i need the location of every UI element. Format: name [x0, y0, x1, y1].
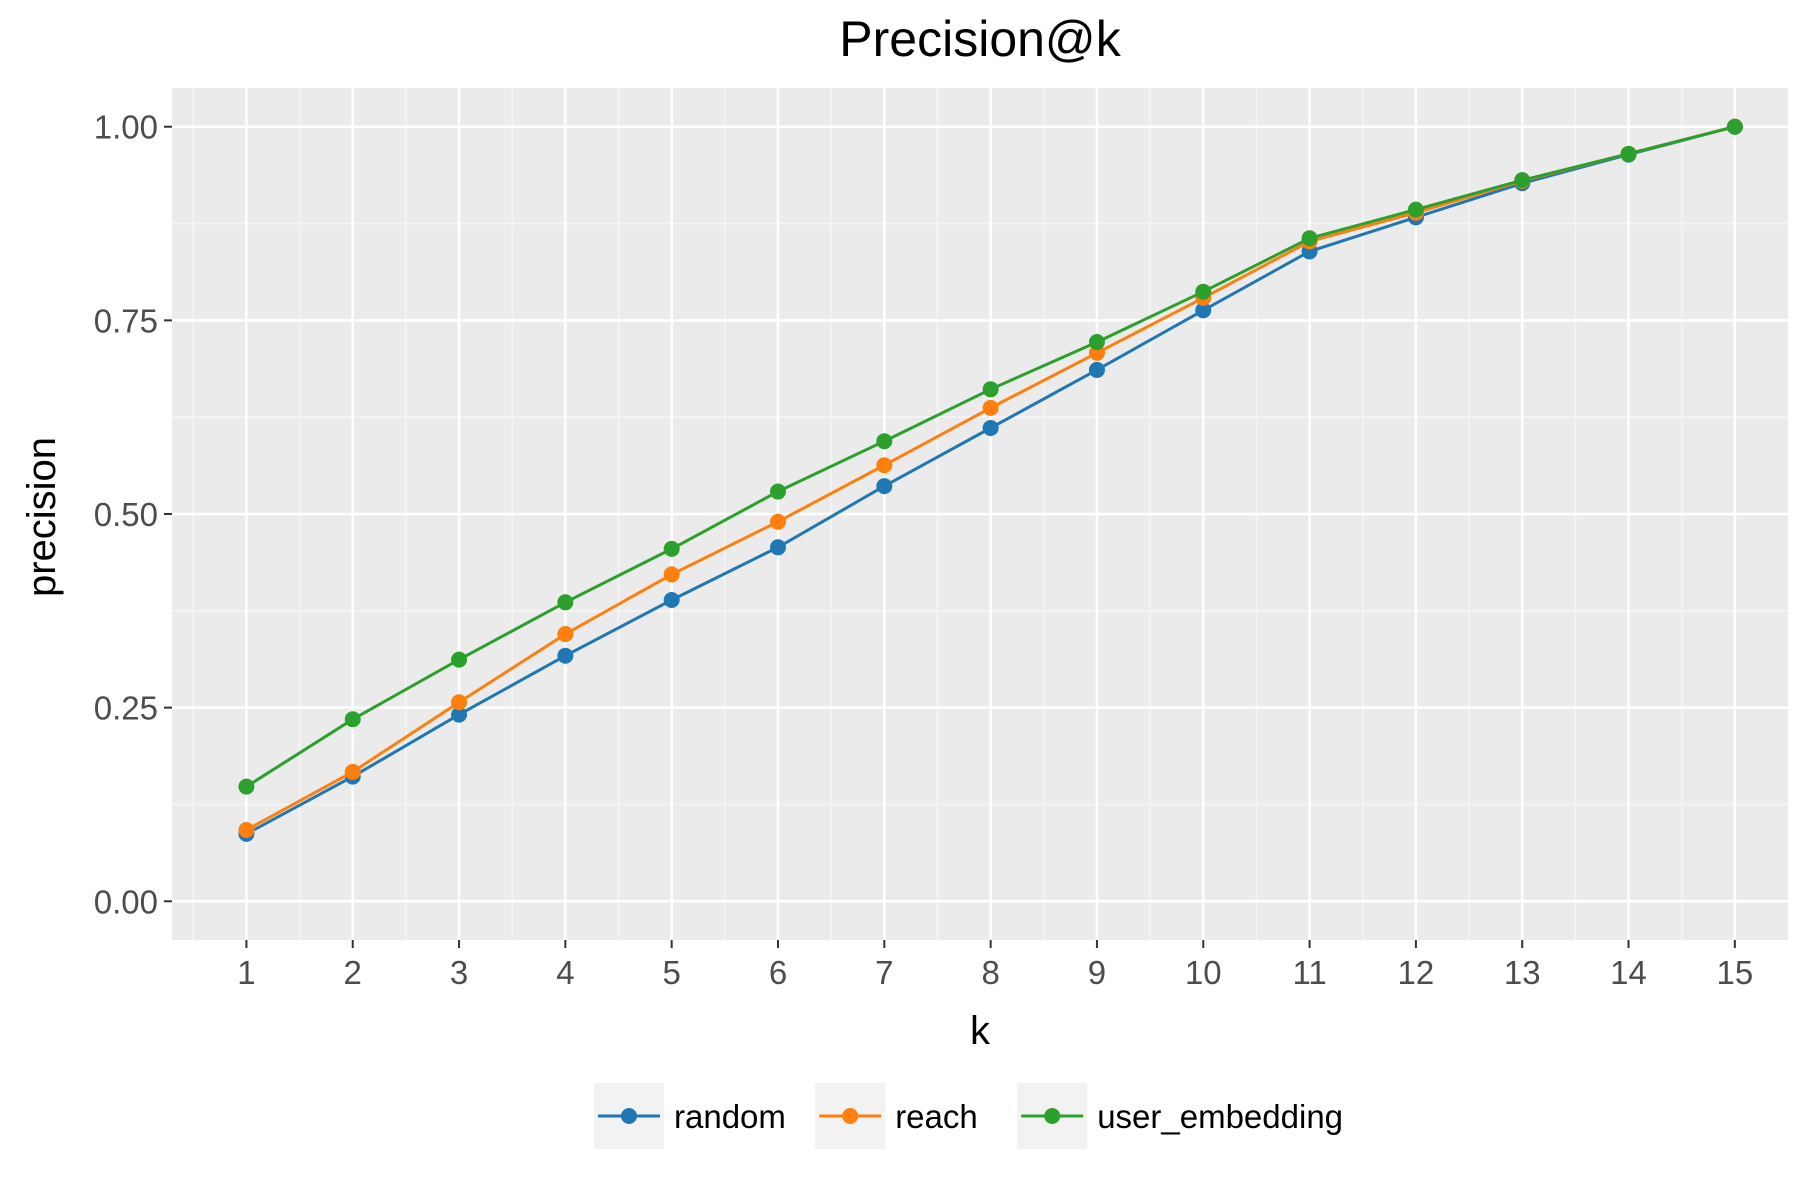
y-tick-label: 0.00 [94, 883, 158, 920]
data-point-reach [344, 763, 361, 780]
legend-key-point [621, 1108, 637, 1124]
data-point-random [557, 647, 574, 664]
x-tick-label: 10 [1185, 954, 1222, 991]
chart-title: Precision@k [839, 11, 1121, 67]
legend: random reach user_embedding [594, 1083, 1343, 1149]
data-point-user_embedding [1514, 172, 1531, 189]
y-axis-title: precision [20, 437, 64, 597]
data-point-user_embedding [1088, 334, 1105, 351]
data-point-user_embedding [982, 381, 999, 398]
data-point-random [1088, 361, 1105, 378]
y-tick-label: 0.75 [94, 302, 158, 339]
data-point-user_embedding [238, 778, 255, 795]
x-tick-label: 9 [1088, 954, 1106, 991]
legend-key-point [842, 1108, 859, 1124]
data-point-user_embedding [876, 433, 893, 450]
data-point-reach [770, 513, 786, 530]
x-tick-label: 1 [237, 954, 255, 991]
data-point-random [770, 539, 786, 556]
data-point-reach [982, 399, 999, 416]
x-tick-label: 4 [556, 954, 574, 991]
data-point-reach [238, 822, 255, 839]
y-tick-label: 1.00 [94, 109, 158, 146]
data-point-random [1195, 302, 1212, 319]
data-point-user_embedding [344, 711, 361, 728]
data-point-random [982, 420, 999, 437]
legend-item-random: random [594, 1083, 786, 1149]
data-point-reach [876, 457, 893, 474]
data-point-user_embedding [770, 483, 786, 500]
series-user_embedding [238, 118, 1743, 795]
x-tick-label: 6 [769, 954, 787, 991]
x-tick-label: 14 [1610, 954, 1647, 991]
data-point-user_embedding [557, 594, 574, 611]
y-tick-label: 0.25 [94, 690, 158, 727]
x-tick-label: 11 [1292, 954, 1326, 991]
data-point-reach [663, 566, 680, 583]
x-tick-label: 7 [875, 954, 893, 991]
legend-label: reach [895, 1098, 978, 1135]
y-tick-label: 0.50 [94, 496, 158, 533]
legend-label: random [674, 1098, 786, 1135]
legend-key-point [1044, 1108, 1061, 1124]
data-point-random [663, 591, 680, 608]
legend-item-user_embedding: user_embedding [1017, 1083, 1343, 1149]
data-point-user_embedding [1726, 118, 1743, 135]
data-point-random [876, 478, 893, 495]
x-tick-label: 5 [663, 954, 681, 991]
data-point-user_embedding [663, 540, 680, 557]
grid-lines [172, 88, 1788, 940]
data-point-user_embedding [1301, 230, 1318, 247]
x-tick-label: 12 [1398, 954, 1435, 991]
data-point-user_embedding [1195, 283, 1212, 300]
axis-ticks: 1 2 3 4 5 6 7 8 9 10 11 12 13 14 150.000.250.500.751.0… [94, 109, 1753, 991]
x-tick-label: 13 [1504, 954, 1541, 991]
x-tick-label: 2 [344, 954, 362, 991]
data-point-user_embedding [1620, 145, 1637, 162]
data-point-user_embedding [1407, 201, 1424, 218]
x-tick-label: 3 [450, 954, 468, 991]
data-point-random [451, 706, 468, 723]
series-layer [238, 118, 1743, 842]
legend-label: user_embedding [1097, 1098, 1343, 1135]
x-tick-label: 15 [1716, 954, 1753, 991]
data-point-reach [451, 694, 468, 711]
data-point-reach [557, 626, 574, 643]
x-axis-title: k [970, 1009, 991, 1053]
data-point-user_embedding [451, 651, 468, 668]
x-tick-label: 8 [981, 954, 999, 991]
legend-item-reach: reach [815, 1083, 978, 1149]
